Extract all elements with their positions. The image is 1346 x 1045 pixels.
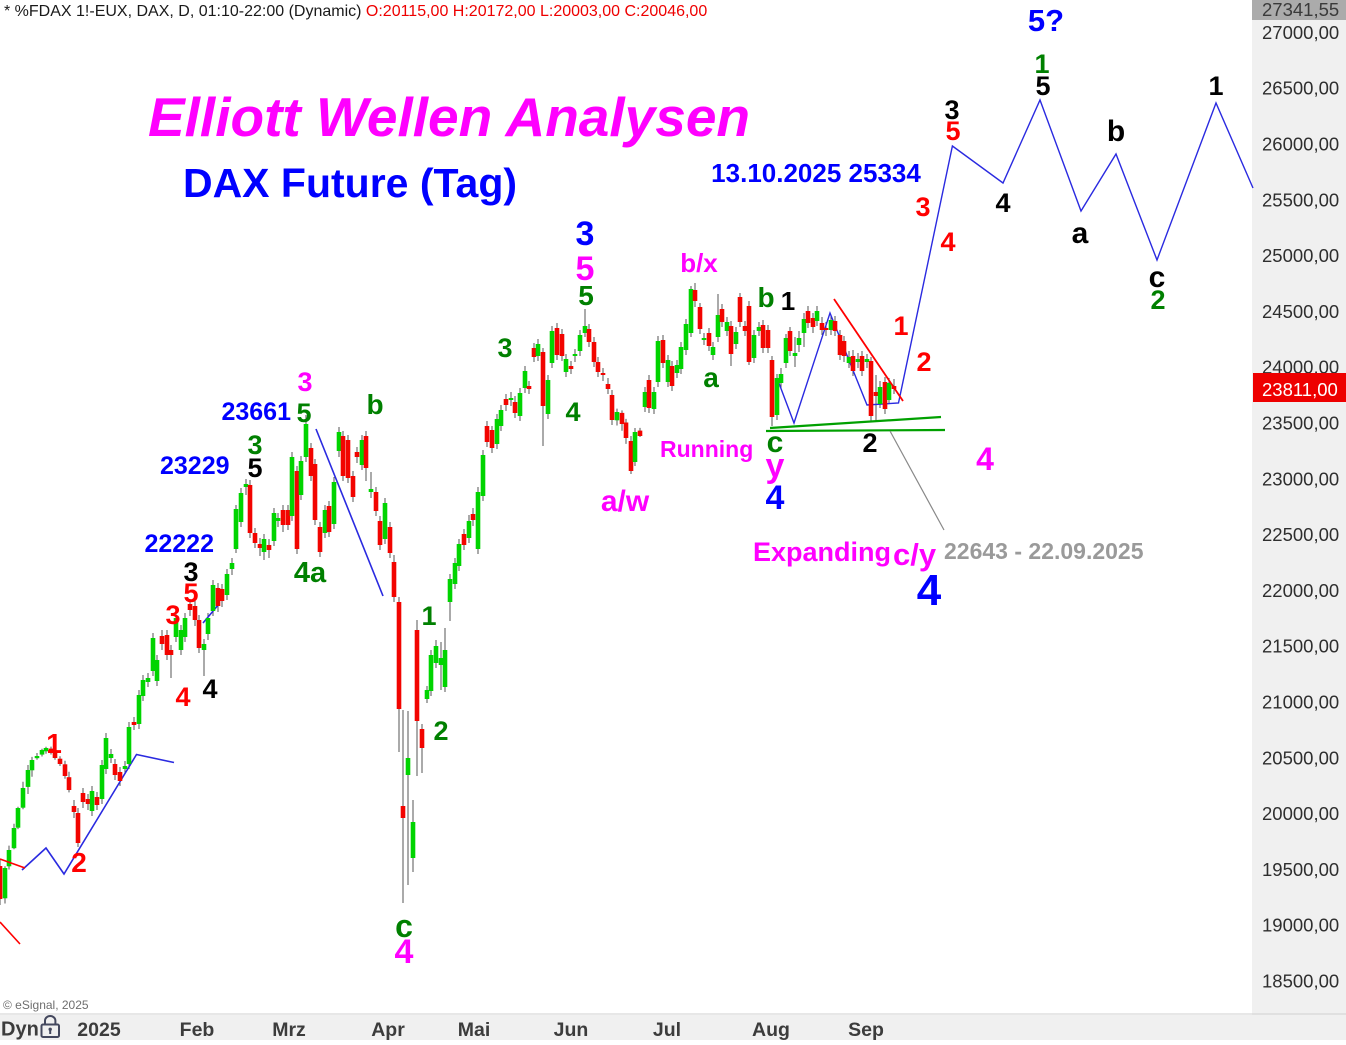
svg-text:DAX Future (Tag): DAX Future (Tag) [183,160,517,206]
svg-text:26500,00: 26500,00 [1262,78,1339,99]
svg-text:23229: 23229 [160,452,230,480]
svg-text:4: 4 [940,227,955,257]
svg-text:2025: 2025 [77,1019,121,1040]
svg-text:5: 5 [945,116,960,146]
svg-text:4: 4 [995,188,1010,218]
svg-text:3: 3 [183,557,198,587]
svg-text:2: 2 [916,347,931,377]
svg-text:4: 4 [976,441,994,477]
svg-text:18500,00: 18500,00 [1262,971,1339,992]
svg-text:© eSignal, 2025: © eSignal, 2025 [3,998,89,1012]
svg-text:5: 5 [1035,71,1050,101]
svg-text:Aug: Aug [752,1019,790,1040]
svg-text:5: 5 [296,398,311,428]
svg-text:3: 3 [247,430,262,460]
svg-text:20500,00: 20500,00 [1262,747,1339,768]
svg-text:Feb: Feb [180,1019,215,1040]
svg-text:Sep: Sep [848,1019,884,1040]
svg-text:5: 5 [578,280,594,311]
svg-text:1: 1 [46,728,62,759]
svg-text:1: 1 [421,601,436,631]
svg-text:26000,00: 26000,00 [1262,134,1339,155]
svg-text:19000,00: 19000,00 [1262,915,1339,936]
svg-text:13.10.2025 25334: 13.10.2025 25334 [711,158,921,188]
svg-text:b: b [366,389,383,420]
svg-text:c/y: c/y [893,537,937,572]
svg-text:1: 1 [781,286,795,316]
svg-text:2: 2 [862,428,877,458]
svg-text:25500,00: 25500,00 [1262,189,1339,210]
svg-text:23500,00: 23500,00 [1262,413,1339,434]
svg-text:Jun: Jun [554,1019,589,1040]
svg-text:3: 3 [497,333,512,363]
svg-text:* %FDAX 1!-EUX, DAX, D, 01:10-: * %FDAX 1!-EUX, DAX, D, 01:10-22:00 (Dyn… [4,3,707,20]
svg-text:2: 2 [433,716,448,746]
svg-text:22000,00: 22000,00 [1262,580,1339,601]
svg-text:4: 4 [202,674,217,704]
svg-text:1: 1 [893,311,908,341]
svg-text:27000,00: 27000,00 [1262,22,1339,43]
svg-text:b: b [1107,115,1125,148]
svg-text:y: y [766,447,785,485]
svg-text:5: 5 [247,453,262,483]
svg-text:4: 4 [766,479,785,517]
svg-text:3: 3 [297,367,312,397]
svg-text:27341,55: 27341,55 [1262,0,1339,20]
svg-text:22643 - 22.09.2025: 22643 - 22.09.2025 [944,538,1144,564]
svg-text:4: 4 [175,682,190,712]
svg-text:Mai: Mai [458,1019,491,1040]
svg-text:Dyn: Dyn [1,1019,39,1041]
svg-text:20000,00: 20000,00 [1262,803,1339,824]
svg-text:3: 3 [576,215,595,253]
svg-text:Elliott Wellen Analysen: Elliott Wellen Analysen [148,86,750,148]
svg-text:5: 5 [576,250,595,288]
svg-text:Expanding: Expanding [753,537,891,567]
svg-text:5: 5 [183,578,198,608]
svg-text:22500,00: 22500,00 [1262,524,1339,545]
svg-text:5?: 5? [1028,3,1064,38]
svg-text:4: 4 [917,566,942,615]
svg-text:25000,00: 25000,00 [1262,245,1339,266]
svg-text:3: 3 [915,192,930,222]
svg-text:24000,00: 24000,00 [1262,357,1339,378]
svg-text:23661: 23661 [221,398,291,426]
svg-text:c: c [395,908,413,944]
svg-text:c: c [1149,261,1166,294]
svg-text:23000,00: 23000,00 [1262,468,1339,489]
svg-text:a/w: a/w [601,485,650,518]
svg-text:a: a [703,362,719,393]
svg-text:21000,00: 21000,00 [1262,692,1339,713]
svg-text:19500,00: 19500,00 [1262,859,1339,880]
svg-text:3: 3 [944,95,959,125]
svg-text:1: 1 [1208,71,1223,101]
svg-text:a: a [1072,217,1089,250]
svg-text:22222: 22222 [144,530,214,558]
svg-text:24500,00: 24500,00 [1262,301,1339,322]
svg-text:b/x: b/x [680,248,718,278]
svg-text:4: 4 [395,933,414,971]
svg-text:Jul: Jul [653,1019,681,1040]
svg-text:2: 2 [71,847,87,878]
svg-text:4: 4 [565,397,580,427]
svg-text:Mrz: Mrz [272,1019,306,1040]
svg-text:4a: 4a [294,557,327,589]
svg-text:21500,00: 21500,00 [1262,636,1339,657]
svg-text:Running: Running [660,436,753,462]
svg-text:3: 3 [165,600,180,630]
svg-text:Apr: Apr [371,1019,405,1040]
svg-text:23811,00: 23811,00 [1262,379,1338,400]
svg-text:2: 2 [1150,285,1165,315]
svg-text:b: b [757,282,774,313]
svg-text:1: 1 [1034,49,1049,79]
svg-text:c: c [767,426,784,459]
